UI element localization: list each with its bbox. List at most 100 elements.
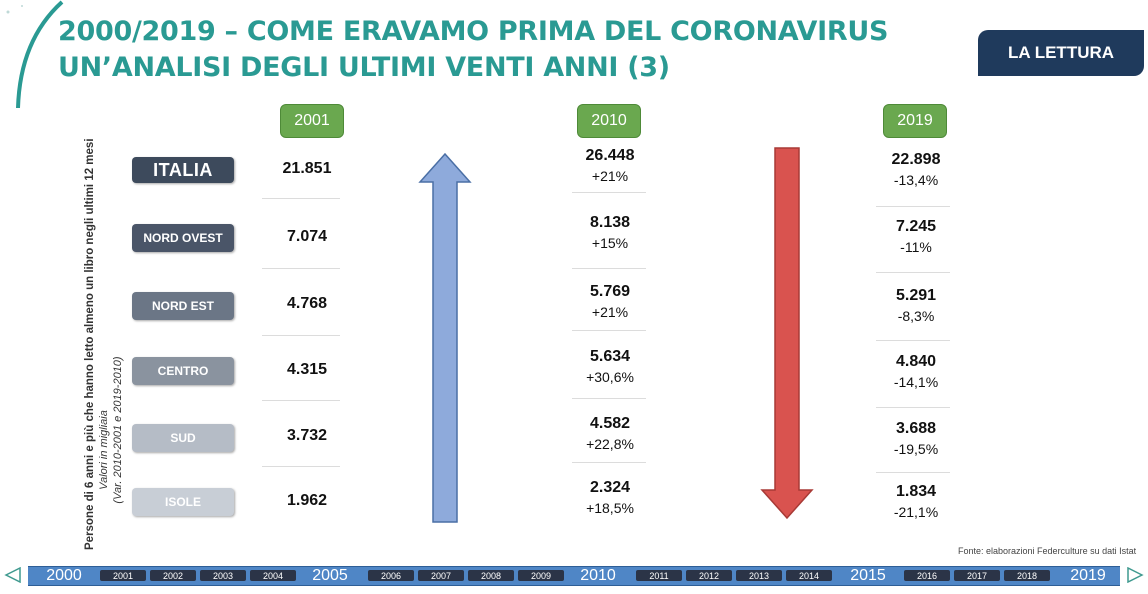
value-2010: 2.324 bbox=[589, 479, 631, 496]
timeline-year[interactable]: 2008 bbox=[468, 570, 514, 581]
year-badge-2019: 2019 bbox=[883, 104, 947, 138]
title-line-2: UN’ANALISI DEGLI ULTIMI VENTI ANNI (3) bbox=[58, 52, 670, 83]
side-label: Persone di 6 anni e più che hanno letto … bbox=[76, 130, 136, 550]
value-2001-sud: 3.732 bbox=[286, 427, 328, 444]
value-2001-isole: 1.962 bbox=[286, 492, 328, 509]
value-2010: 8.138 bbox=[589, 214, 631, 231]
divider bbox=[262, 335, 340, 336]
divider bbox=[572, 268, 646, 269]
divider bbox=[262, 400, 340, 401]
timeline-year[interactable]: 2012 bbox=[686, 570, 732, 581]
cell-2019-sud: 3.688 -19,5% bbox=[876, 419, 956, 459]
value-2001-nord-ovest: 7.074 bbox=[286, 228, 328, 245]
side-label-line-1: Persone di 6 anni e più che hanno letto … bbox=[84, 138, 96, 550]
page-title: 2000/2019 – COME ERAVAMO PRIMA DEL CORON… bbox=[58, 14, 888, 86]
value-2001-italia: 21.851 bbox=[282, 160, 332, 177]
timeline-year-major[interactable]: 2015 bbox=[850, 566, 886, 584]
chevron-right-icon[interactable] bbox=[1126, 567, 1144, 583]
year-badge-2001: 2001 bbox=[280, 104, 344, 138]
timeline-year[interactable]: 2013 bbox=[736, 570, 782, 581]
timeline-year-major[interactable]: 2005 bbox=[312, 566, 348, 584]
cell-2019-italia: 22.898 -13,4% bbox=[876, 150, 956, 190]
timeline-bar bbox=[28, 566, 1120, 586]
region-label-nord-ovest: NORD OVEST bbox=[132, 224, 234, 252]
side-label-line-2: Valori in migliaia bbox=[98, 410, 110, 490]
value-2019: 5.291 bbox=[895, 287, 937, 304]
cell-2019-isole: 1.834 -21,1% bbox=[876, 482, 956, 522]
divider bbox=[876, 472, 950, 473]
cell-2019-nord-ovest: 7.245 -11% bbox=[876, 217, 956, 257]
cell-2010-sud: 4.582 +22,8% bbox=[570, 414, 650, 454]
divider bbox=[262, 198, 340, 199]
decorative-arc bbox=[6, 0, 64, 109]
value-2019: 7.245 bbox=[895, 218, 937, 235]
divider bbox=[262, 466, 340, 467]
change-2019: -8,3% bbox=[897, 308, 935, 324]
value-2019: 4.840 bbox=[895, 353, 937, 370]
change-2010: +30,6% bbox=[586, 369, 634, 385]
change-2019: -13,4% bbox=[893, 172, 939, 188]
cell-2010-nord-est: 5.769 +21% bbox=[570, 282, 650, 322]
divider bbox=[572, 398, 646, 399]
cell-2019-nord-est: 5.291 -8,3% bbox=[876, 286, 956, 326]
timeline-year[interactable]: 2018 bbox=[1004, 570, 1050, 581]
timeline-year-major[interactable]: 2019 bbox=[1070, 566, 1106, 584]
timeline-year[interactable]: 2002 bbox=[150, 570, 196, 581]
timeline-year[interactable]: 2016 bbox=[904, 570, 950, 581]
change-2019: -19,5% bbox=[893, 441, 939, 457]
timeline-year[interactable]: 2014 bbox=[786, 570, 832, 581]
cell-2010-nord-ovest: 8.138 +15% bbox=[570, 213, 650, 253]
region-label-centro: CENTRO bbox=[132, 357, 234, 385]
value-2010: 4.582 bbox=[589, 415, 631, 432]
change-2010: +21% bbox=[591, 168, 629, 184]
change-2019: -14,1% bbox=[893, 374, 939, 390]
value-2010: 5.769 bbox=[589, 283, 631, 300]
value-2019: 3.688 bbox=[895, 420, 937, 437]
decrease-arrow-icon bbox=[760, 147, 814, 520]
change-2019: -11% bbox=[900, 239, 932, 255]
year-badge-2010: 2010 bbox=[577, 104, 641, 138]
region-label-isole: ISOLE bbox=[132, 488, 234, 516]
divider bbox=[876, 340, 950, 341]
change-2010: +22,8% bbox=[586, 436, 634, 452]
region-label-italia: ITALIA bbox=[132, 157, 234, 183]
divider bbox=[876, 272, 950, 273]
value-2010: 26.448 bbox=[585, 147, 635, 164]
cell-2010-centro: 5.634 +30,6% bbox=[570, 347, 650, 387]
timeline-year[interactable]: 2017 bbox=[954, 570, 1000, 581]
divider bbox=[572, 462, 646, 463]
cell-2019-centro: 4.840 -14,1% bbox=[876, 352, 956, 392]
divider bbox=[572, 192, 646, 193]
value-2019: 22.898 bbox=[891, 151, 941, 168]
change-2010: +18,5% bbox=[586, 500, 634, 516]
value-2010: 5.634 bbox=[589, 348, 631, 365]
value-2001-nord-est: 4.768 bbox=[286, 295, 328, 312]
timeline-year[interactable]: 2009 bbox=[518, 570, 564, 581]
change-2010: +21% bbox=[591, 304, 629, 320]
timeline-year[interactable]: 2007 bbox=[418, 570, 464, 581]
region-label-sud: SUD bbox=[132, 424, 234, 452]
timeline-year[interactable]: 2003 bbox=[200, 570, 246, 581]
title-line-1: 2000/2019 – COME ERAVAMO PRIMA DEL CORON… bbox=[58, 16, 889, 47]
timeline-year[interactable]: 2001 bbox=[100, 570, 146, 581]
timeline-year[interactable]: 2011 bbox=[636, 570, 682, 581]
increase-arrow-icon bbox=[418, 152, 472, 523]
chevron-left-icon[interactable] bbox=[4, 567, 22, 583]
divider bbox=[876, 407, 950, 408]
timeline-year-major[interactable]: 2010 bbox=[580, 566, 616, 584]
region-label-nord-est: NORD EST bbox=[132, 292, 234, 320]
timeline-year-major[interactable]: 2000 bbox=[46, 566, 82, 584]
cell-2010-isole: 2.324 +18,5% bbox=[570, 478, 650, 518]
timeline-year[interactable]: 2006 bbox=[368, 570, 414, 581]
timeline: 2000 2001 2002 2003 2004 2005 2006 2007 … bbox=[0, 564, 1148, 586]
side-label-line-3: (Var. 2010-2001 e 2019-2010) bbox=[112, 356, 124, 504]
change-2019: -21,1% bbox=[893, 504, 939, 520]
divider bbox=[572, 330, 646, 331]
source-note: Fonte: elaborazioni Federculture su dati… bbox=[958, 546, 1137, 556]
timeline-year[interactable]: 2004 bbox=[250, 570, 296, 581]
divider bbox=[262, 268, 340, 269]
value-2001-centro: 4.315 bbox=[286, 361, 328, 378]
value-2019: 1.834 bbox=[895, 483, 937, 500]
section-badge: LA LETTURA bbox=[978, 30, 1144, 76]
cell-2010-italia: 26.448 +21% bbox=[570, 146, 650, 186]
